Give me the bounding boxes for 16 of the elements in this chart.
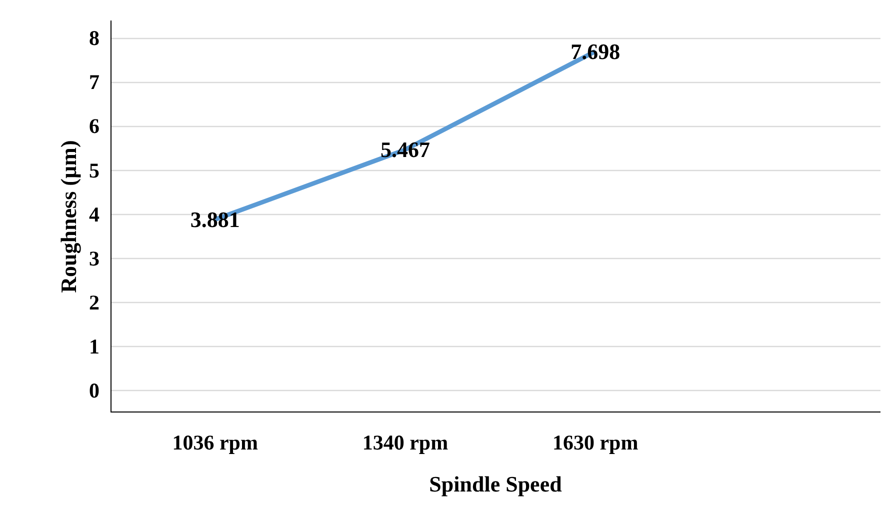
data-label: 7.698: [570, 38, 620, 64]
x-tick-label: 1630 rpm: [552, 430, 639, 454]
y-tick-label: 0: [89, 378, 100, 402]
y-tick-label: 8: [89, 26, 100, 50]
data-label: 3.881: [190, 207, 240, 232]
y-axis-title: Roughness (µm): [56, 140, 81, 293]
x-tick-label: 1340 rpm: [362, 430, 449, 454]
y-tick-label: 7: [89, 70, 100, 94]
y-tick-label: 1: [89, 334, 100, 358]
x-tick-label: 1036 rpm: [172, 430, 258, 454]
y-tick-label: 2: [89, 290, 100, 314]
y-tick-label: 6: [89, 114, 100, 138]
y-tick-label: 5: [89, 158, 100, 182]
x-axis-title: Spindle Speed: [429, 472, 562, 496]
y-tick-label: 4: [89, 202, 100, 226]
y-tick-label: 3: [89, 246, 100, 270]
